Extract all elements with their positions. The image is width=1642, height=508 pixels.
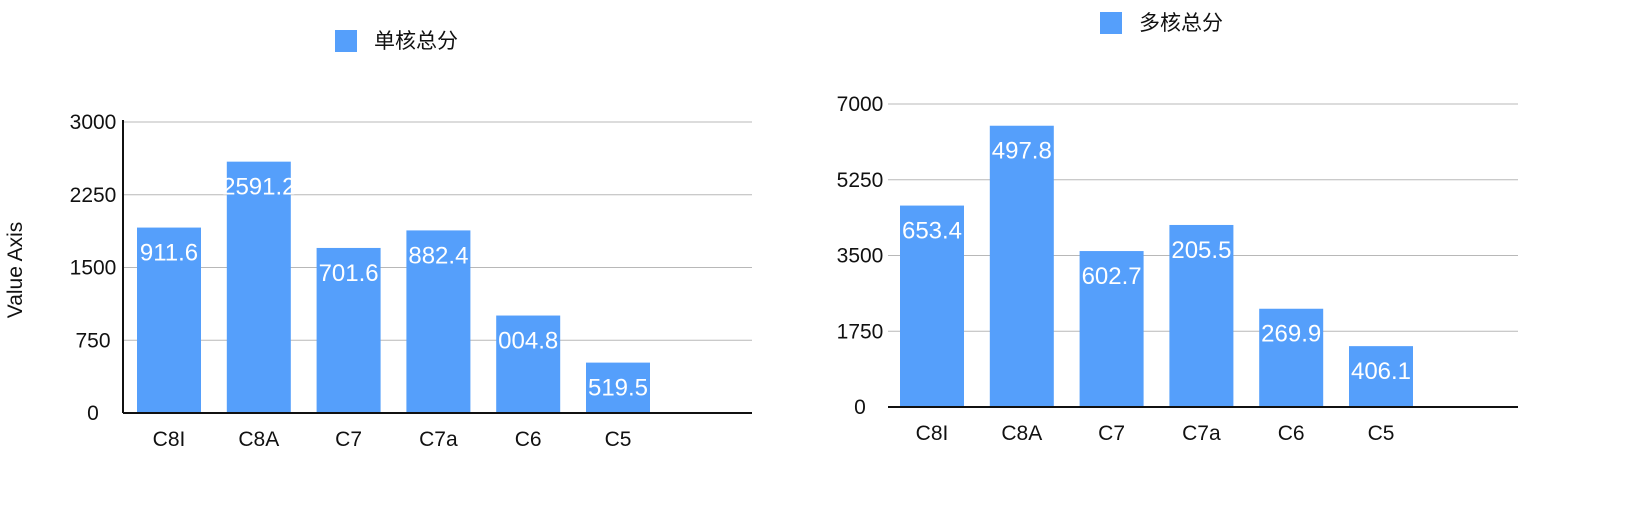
x-tick-label: C5	[1368, 422, 1395, 445]
legend-label: 单核总分	[374, 30, 458, 53]
legend: 多核总分	[1100, 12, 1223, 35]
data-label: 911.6	[140, 240, 198, 267]
multi-core-chart: 多核总分 0 1750 3500 5250 7000 C8I C8A C7 C7a C6 C5 6…	[837, 12, 1518, 445]
x-tick-label: C6	[1278, 422, 1305, 445]
data-label: 602.7	[1082, 263, 1142, 290]
x-tick-labels: C8I C8A C7 C7a C6 C5	[153, 428, 632, 451]
bar	[989, 125, 1054, 407]
y-tick-label: 1500	[70, 257, 117, 280]
data-label: 269.9	[1261, 321, 1321, 348]
data-label: 205.5	[1171, 237, 1231, 264]
data-label: 406.1	[1351, 358, 1411, 385]
data-label: 519.5	[588, 375, 648, 402]
y-tick-label: 3500	[837, 245, 884, 268]
x-tick-label: C8I	[153, 428, 186, 451]
y-tick-label: 2250	[70, 184, 117, 207]
data-label: 497.8	[992, 138, 1052, 165]
data-label: 882.4	[408, 242, 468, 269]
x-tick-label: C7a	[1182, 422, 1221, 445]
bar	[406, 230, 471, 413]
legend-swatch	[335, 30, 357, 52]
data-label: 653.4	[902, 218, 962, 245]
y-tick-label: 1750	[837, 320, 884, 343]
x-tick-label: C8A	[238, 428, 279, 451]
y-tick-label: 0	[87, 402, 99, 425]
bar	[137, 227, 201, 413]
x-tick-label: C7	[1098, 422, 1125, 445]
y-tick-label: 750	[75, 329, 110, 352]
bar	[1349, 346, 1413, 407]
legend-label: 多核总分	[1139, 12, 1223, 35]
bar	[226, 161, 291, 413]
y-tick-label: 5250	[837, 169, 884, 192]
data-labels: 653.4 497.8 602.7 205.5 269.9 406.1	[902, 138, 1411, 385]
y-tick-label: 0	[854, 396, 866, 419]
legend: 单核总分	[335, 30, 458, 53]
bar	[496, 315, 561, 413]
x-tick-label: C7a	[419, 428, 458, 451]
bar	[1169, 224, 1234, 407]
x-tick-labels: C8I C8A C7 C7a C6 C5	[916, 422, 1395, 445]
bars	[137, 161, 650, 413]
bar	[1079, 251, 1144, 407]
y-tick-labels: 0 1750 3500 5250 7000	[837, 93, 884, 419]
x-tick-label: C8A	[1001, 422, 1042, 445]
x-tick-label: C5	[605, 428, 632, 451]
y-tick-labels: 0 750 1500 2250 3000	[70, 111, 117, 425]
data-label: 2591.2	[222, 174, 295, 201]
bars	[900, 125, 1413, 407]
axes	[122, 120, 752, 414]
bar	[900, 205, 964, 407]
data-label: 004.8	[498, 328, 558, 355]
legend-swatch	[1100, 12, 1122, 34]
data-label: 701.6	[319, 260, 379, 287]
bar	[316, 247, 381, 413]
x-tick-label: C6	[515, 428, 542, 451]
bar	[1259, 308, 1324, 407]
y-axis-title: Value Axis	[4, 222, 27, 319]
y-tick-label: 7000	[837, 93, 884, 116]
x-tick-label: C7	[335, 428, 362, 451]
x-tick-label: C8I	[916, 422, 949, 445]
bar	[586, 362, 650, 413]
data-labels: 911.6 2591.2 701.6 882.4 004.8 519.5	[140, 174, 648, 402]
y-tick-label: 3000	[70, 111, 117, 134]
